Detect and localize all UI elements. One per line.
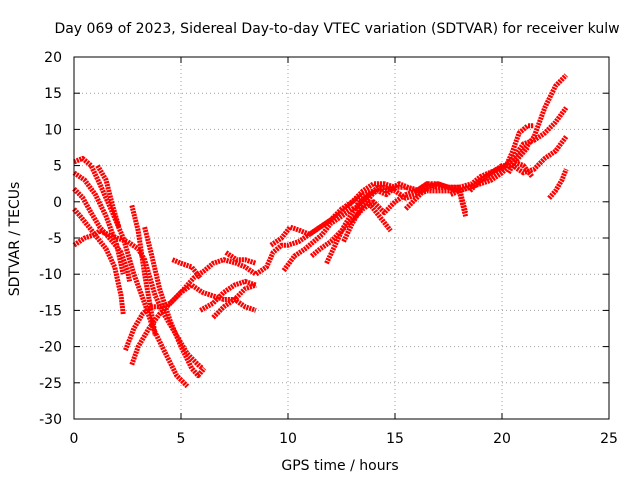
x-tick-label: 5	[177, 431, 186, 447]
series-s22	[449, 73, 568, 197]
x-tick-label: 0	[70, 431, 79, 447]
series-s4	[73, 155, 190, 389]
series-s11	[171, 257, 203, 280]
series-s21	[403, 181, 450, 211]
axis-ticks: 0 5 10 15 20 25 -30 -25 -20 -15 -10 -5 0 5 10 15 20	[39, 50, 618, 447]
y-tick-label: -25	[39, 376, 62, 392]
data-marks	[72, 73, 569, 389]
series-s7	[123, 181, 469, 352]
series-s19	[341, 184, 387, 243]
y-tick-label: 20	[44, 50, 62, 66]
series-s14	[224, 250, 257, 266]
y-tick-label: 15	[44, 86, 62, 102]
y-axis-label: SDTVAR / TECUs	[7, 182, 23, 297]
x-tick-label: 15	[386, 431, 404, 447]
series-s24	[506, 145, 530, 175]
y-tick-label: -5	[48, 231, 62, 247]
series-s25	[513, 159, 534, 179]
series-s18	[324, 185, 397, 265]
grid-lines	[74, 57, 609, 419]
series-s15	[269, 184, 469, 248]
x-tick-label: 10	[279, 431, 297, 447]
y-tick-label: -30	[39, 412, 62, 428]
plot-frame	[73, 56, 610, 420]
x-axis-label: GPS time / hours	[281, 458, 398, 474]
series-s26	[547, 168, 569, 200]
chart-title: Day 069 of 2023, Sidereal Day-to-day VTE…	[54, 21, 619, 37]
y-tick-label: -15	[39, 303, 62, 319]
y-tick-label: -20	[39, 340, 62, 356]
series-s10	[142, 226, 207, 379]
series-s13	[211, 282, 257, 320]
series-s12	[199, 278, 257, 313]
series-s20	[354, 195, 393, 233]
series-s8	[129, 204, 158, 337]
y-tick-label: 5	[53, 159, 62, 175]
x-tick-label: 20	[493, 431, 511, 447]
y-tick-label: -10	[39, 267, 62, 283]
series-s1	[72, 207, 126, 315]
series-s23	[468, 135, 569, 193]
series-s6	[95, 164, 122, 228]
y-tick-label: 0	[53, 195, 62, 211]
x-tick-label: 25	[600, 431, 618, 447]
y-tick-label: 10	[44, 122, 62, 138]
